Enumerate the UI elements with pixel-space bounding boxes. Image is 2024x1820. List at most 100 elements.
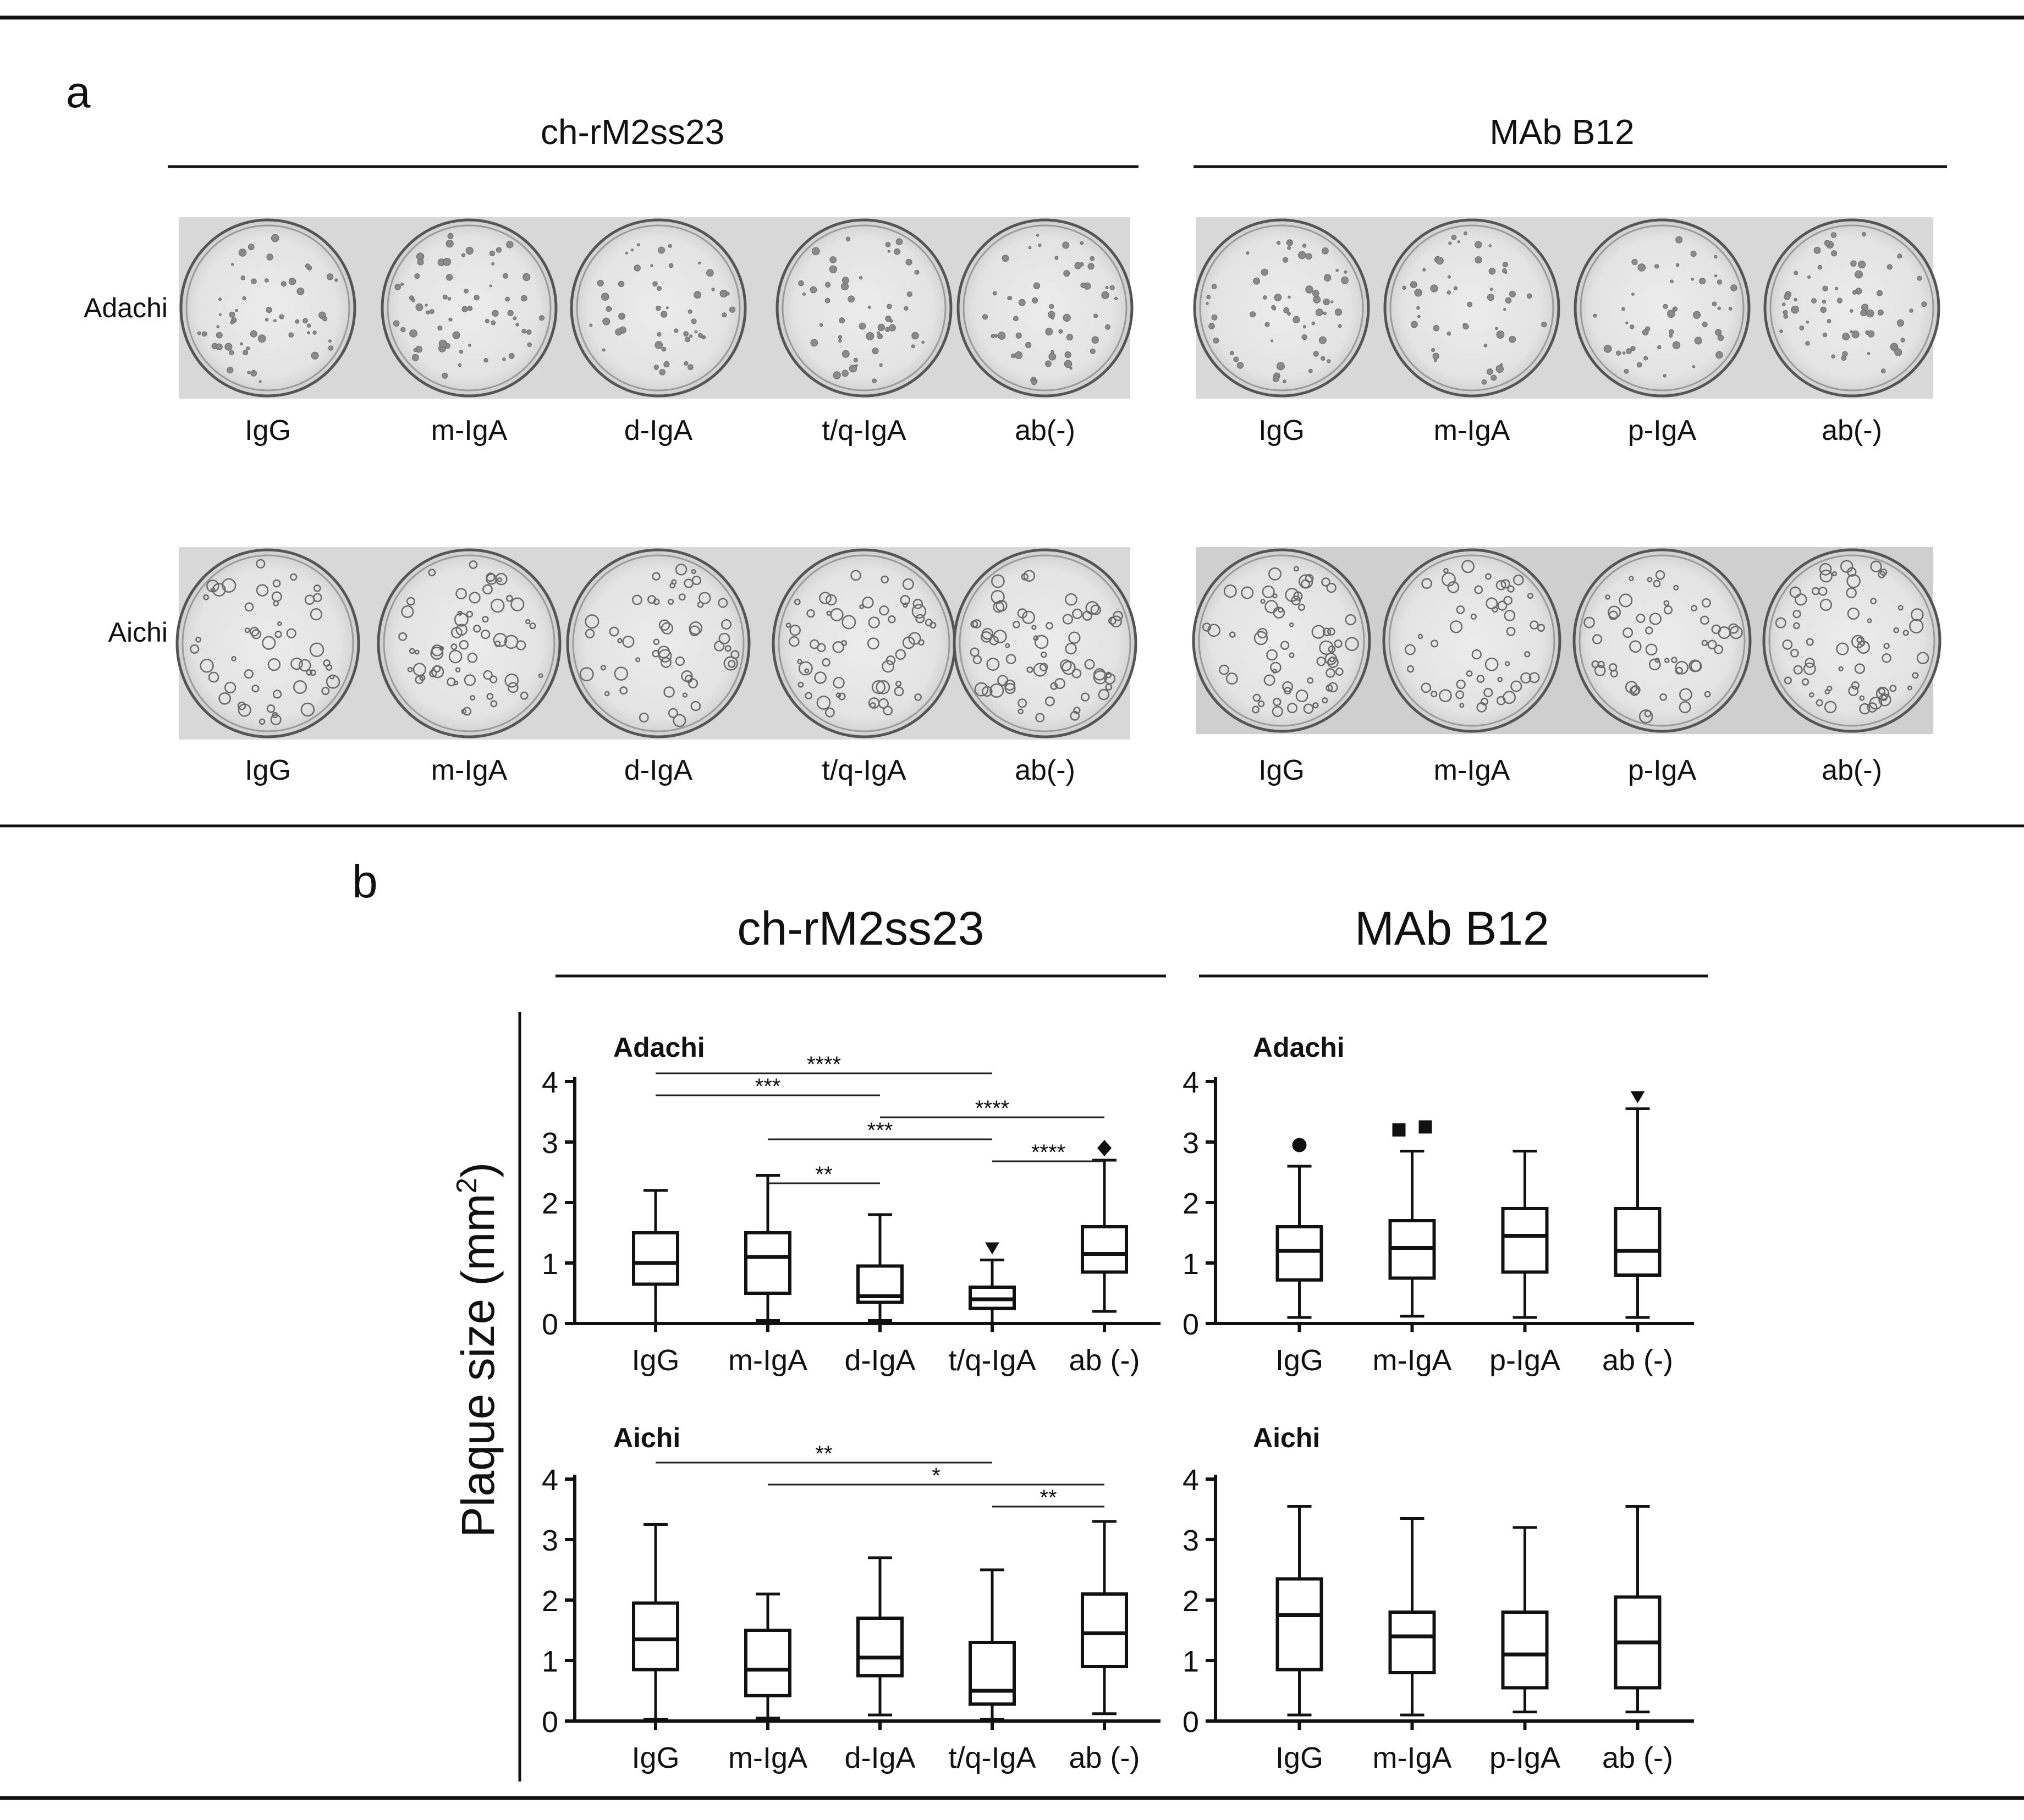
- significance-label: **: [815, 1162, 832, 1187]
- well: [1383, 218, 1560, 398]
- plaque: [1675, 263, 1680, 267]
- plaque: [235, 308, 238, 312]
- plaque: [1297, 603, 1306, 611]
- plaque: [1694, 337, 1702, 345]
- plaque: [866, 332, 875, 340]
- plaque: [706, 269, 714, 277]
- plaque: [887, 304, 892, 310]
- plaque: [602, 348, 606, 352]
- plaque: [1827, 319, 1832, 323]
- plaque: [618, 312, 625, 320]
- plaque: [982, 686, 993, 697]
- plaque: [334, 278, 338, 282]
- well: [953, 548, 1137, 738]
- box: [744, 1629, 791, 1697]
- plaque: [400, 327, 406, 333]
- plaque: [663, 686, 675, 698]
- plaque: [1513, 574, 1524, 586]
- plaque: [231, 263, 234, 266]
- panel-b-label: b: [352, 856, 378, 907]
- plaque: [1327, 657, 1339, 668]
- plaque: [1870, 598, 1877, 605]
- plaque: [447, 233, 454, 239]
- plaque: [1850, 330, 1853, 334]
- box: [1614, 1207, 1662, 1277]
- plaque: [516, 640, 526, 650]
- plaque: [1819, 569, 1833, 583]
- plaque: [1912, 672, 1919, 679]
- plaque: [914, 269, 920, 275]
- plaque: [1090, 604, 1101, 615]
- plaque: [1054, 256, 1059, 260]
- plaque: [411, 298, 415, 302]
- plaque: [1456, 679, 1466, 690]
- well-rim: [778, 554, 950, 732]
- plaque: [1021, 610, 1036, 624]
- plaque: [625, 251, 629, 255]
- plaque: [286, 628, 296, 638]
- plaque: [489, 250, 496, 256]
- plaque: [414, 273, 420, 279]
- plaque: [1893, 627, 1900, 633]
- plaque: [1489, 288, 1493, 291]
- plaque: [691, 569, 696, 575]
- plaque: [1338, 324, 1342, 328]
- panel-a-row-label-adachi: Adachi: [84, 293, 168, 323]
- plaque: [1591, 660, 1599, 669]
- plaque: [1483, 344, 1488, 348]
- plaque: [697, 601, 704, 608]
- plaque: [414, 649, 420, 655]
- plaque: [1323, 274, 1332, 282]
- plaque: [675, 656, 685, 666]
- plaque: [1869, 697, 1883, 710]
- plaque: [1897, 253, 1902, 259]
- box-plot: Aichi 0 1 2 3 4 IgG m-IgA p-IgA ab (-): [1182, 1422, 1694, 1774]
- plaque: [1648, 658, 1661, 671]
- plaque: [446, 274, 453, 281]
- plaque: [273, 319, 277, 323]
- plaque: [312, 330, 317, 335]
- plaque: [1784, 676, 1792, 685]
- well: [1382, 548, 1561, 733]
- plaque: [797, 659, 802, 664]
- plaque: [842, 350, 850, 358]
- plaque: [244, 627, 250, 633]
- plaque: [1253, 631, 1268, 646]
- plaque: [1506, 627, 1516, 636]
- plaque: [1626, 348, 1632, 354]
- plaque: [492, 310, 499, 317]
- plaque: [819, 592, 832, 604]
- plaque: [482, 616, 489, 623]
- plaque: [1846, 573, 1861, 588]
- plaque: [1867, 702, 1878, 713]
- plaque: [1447, 332, 1451, 336]
- plaque: [1289, 240, 1293, 244]
- plaque: [1225, 672, 1238, 685]
- x-tick-label: p-IgA: [1489, 1741, 1560, 1774]
- plaque: [1431, 639, 1439, 648]
- plaque: [1430, 284, 1438, 293]
- plaque: [1850, 309, 1854, 313]
- y-axis-label-main: Plaque size (mm: [452, 1194, 504, 1538]
- well-rim: [572, 554, 745, 732]
- plaque: [1877, 309, 1884, 316]
- plaque: [1673, 584, 1679, 591]
- plaque: [1691, 278, 1694, 281]
- plaque: [685, 337, 691, 343]
- plaque: [1046, 622, 1053, 630]
- plaque: [1481, 379, 1487, 385]
- plaque: [1049, 304, 1054, 310]
- plaque: [229, 311, 235, 318]
- plaque: [895, 649, 906, 660]
- plaque: [689, 334, 693, 338]
- plaque: [407, 666, 413, 672]
- plaque: [246, 346, 250, 351]
- plaque: [1038, 243, 1042, 247]
- plaque: [485, 318, 490, 323]
- plaque: [222, 578, 237, 593]
- plaque: [666, 306, 669, 310]
- plaque: [647, 595, 656, 604]
- plaque: [1345, 637, 1359, 652]
- well-rim: [1198, 554, 1365, 727]
- plaque: [1282, 681, 1294, 692]
